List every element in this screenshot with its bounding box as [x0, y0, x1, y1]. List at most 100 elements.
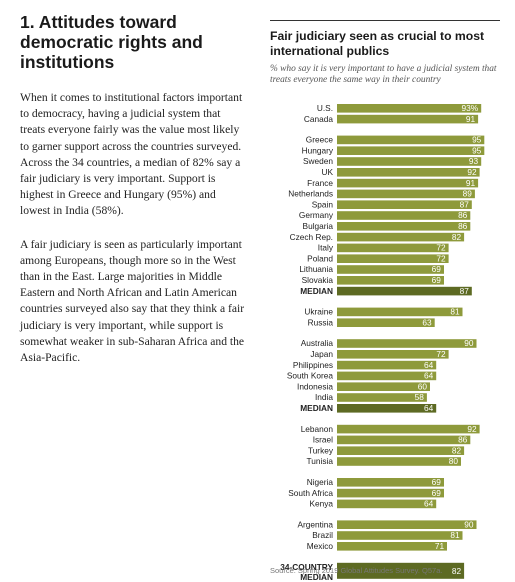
value-label-australia: 90 [464, 338, 474, 348]
value-label-south-africa: 69 [432, 488, 442, 498]
bar-greece [337, 135, 485, 145]
bar-philippines [337, 360, 437, 370]
category-label-indonesia: Indonesia [297, 381, 333, 391]
bar-argentina [337, 520, 477, 529]
bar-canada [337, 114, 479, 124]
bar-u-s [337, 104, 482, 113]
value-label-czech-rep: 82 [452, 232, 462, 242]
category-label-argentina: Argentina [297, 519, 333, 529]
value-label-34-country-median: 82 [452, 566, 462, 576]
bar-hungary [337, 146, 485, 155]
value-label-greece: 95 [472, 135, 482, 145]
section-heading: 1. Attitudes toward democratic rights an… [20, 12, 203, 72]
bar-lebanon [337, 424, 480, 434]
source-note: Source: Spring 2019 Global Attitudes Sur… [270, 566, 443, 575]
value-label-argentina: 90 [464, 519, 474, 529]
value-label-spain: 87 [460, 199, 470, 209]
category-label-australia: Australia [301, 338, 334, 348]
category-label-34-country-median-line-0: 34-COUNTRY [280, 562, 333, 572]
value-label-russia: 63 [422, 317, 432, 327]
bar-median-1 [337, 286, 472, 296]
category-label-india: India [315, 392, 333, 402]
bar-australia [337, 339, 477, 348]
value-label-japan: 72 [436, 349, 446, 359]
value-label-canada: 91 [466, 114, 476, 124]
value-label-median-3: 64 [424, 403, 434, 413]
category-label-south-africa: South Africa [288, 488, 333, 498]
bar-34-country-median [337, 562, 465, 579]
category-label-lithuania: Lithuania [299, 264, 333, 274]
value-label-lebanon: 92 [467, 424, 477, 434]
value-label-brazil: 81 [450, 530, 460, 540]
category-label-south-korea: South Korea [287, 371, 334, 381]
category-label-median-1: MEDIAN [300, 286, 333, 296]
value-label-median-1: 87 [460, 286, 470, 296]
bar-sweden [337, 157, 482, 166]
article-paragraph-1: When it comes to institutional factors i… [20, 91, 243, 218]
category-label-ukraine: Ukraine [304, 307, 333, 317]
bar-nigeria [337, 478, 444, 487]
bar-turkey [337, 446, 465, 455]
category-label-italy: Italy [318, 243, 334, 253]
value-label-india: 58 [415, 392, 425, 402]
value-label-south-korea: 64 [424, 371, 434, 381]
category-label-spain: Spain [312, 199, 334, 209]
value-label-hungary: 95 [472, 145, 482, 155]
category-label-france: France [307, 178, 333, 188]
value-label-israel: 86 [458, 435, 468, 445]
bar-spain [337, 200, 472, 209]
bar-netherlands [337, 189, 475, 199]
bar-brazil [337, 531, 463, 540]
value-label-indonesia: 60 [418, 381, 428, 391]
article-column: 1. Attitudes toward democratic rights an… [20, 12, 248, 366]
category-label-lebanon: Lebanon [301, 424, 334, 434]
value-label-france: 91 [466, 178, 476, 188]
value-label-uk: 92 [467, 167, 477, 177]
category-label-nigeria: Nigeria [307, 477, 334, 487]
value-label-slovakia: 69 [432, 275, 442, 285]
bar-poland [337, 254, 449, 263]
value-label-nigeria: 69 [432, 477, 442, 487]
bar-russia [337, 318, 435, 327]
bar-germany [337, 211, 471, 220]
category-label-median-3: MEDIAN [300, 403, 333, 413]
category-label-kenya: Kenya [309, 499, 333, 509]
bar-median-3 [337, 404, 437, 413]
value-label-turkey: 82 [452, 445, 462, 455]
category-label-canada: Canada [304, 114, 333, 124]
value-label-mexico: 71 [435, 541, 445, 551]
category-label-germany: Germany [299, 210, 334, 220]
bar-italy [337, 243, 449, 253]
bar-lithuania [337, 265, 444, 274]
value-label-sweden: 93 [469, 156, 479, 166]
bar-india [337, 393, 427, 402]
bar-slovakia [337, 276, 444, 285]
category-label-czech-rep: Czech Rep. [290, 232, 333, 242]
article-paragraph-2: A fair judiciary is seen as particularly… [20, 237, 245, 365]
value-label-tunisia: 80 [449, 456, 459, 466]
bar-czech-rep [337, 232, 465, 242]
category-label-hungary: Hungary [302, 145, 334, 155]
bar-south-africa [337, 488, 444, 498]
category-label-u-s: U.S. [317, 103, 333, 113]
category-label-greece: Greece [306, 135, 334, 145]
bar-japan [337, 350, 449, 359]
category-label-34-country-median-line-1: MEDIAN [300, 572, 333, 582]
category-label-russia: Russia [308, 317, 334, 327]
bar-bulgaria [337, 222, 471, 231]
bar-mexico [337, 542, 447, 551]
value-label-poland: 72 [436, 253, 446, 263]
category-label-israel: Israel [313, 435, 333, 445]
value-label-germany: 86 [458, 210, 468, 220]
bar-ukraine [337, 307, 463, 317]
value-label-u-s: 93% [461, 103, 478, 113]
category-label-brazil: Brazil [312, 530, 333, 540]
bar-france [337, 178, 479, 188]
value-label-bulgaria: 86 [458, 221, 468, 231]
category-label-poland: Poland [307, 253, 333, 263]
bar-israel [337, 435, 471, 445]
category-label-philippines: Philippines [293, 360, 333, 370]
bar-kenya [337, 499, 437, 509]
value-label-ukraine: 81 [450, 307, 460, 317]
chart-top-rule [270, 20, 500, 21]
